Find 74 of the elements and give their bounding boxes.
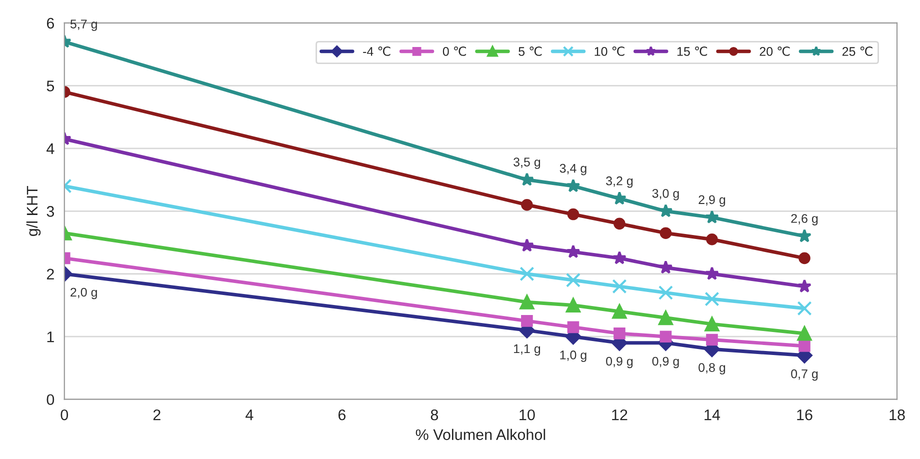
- point: [797, 301, 812, 316]
- x-tick-label: 14: [704, 410, 720, 420]
- x-tick-label: 4: [246, 410, 254, 420]
- point: [614, 218, 626, 230]
- point: [566, 298, 581, 313]
- y-tick-label: 0: [46, 394, 54, 406]
- point: [520, 294, 534, 310]
- point: [612, 304, 627, 319]
- point: [658, 285, 674, 300]
- point: [566, 272, 581, 288]
- x-tick-label: 0: [60, 409, 68, 420]
- data-label: 3,0 g: [652, 188, 679, 200]
- point: [612, 250, 626, 264]
- data-label: 2,9 g: [698, 195, 726, 207]
- y-tick-label: 5: [46, 80, 54, 92]
- data-label: 0,7 g: [791, 369, 818, 381]
- point: [798, 228, 812, 242]
- y-tick-label: 4: [46, 143, 54, 154]
- data-label: 0,9 g: [652, 356, 679, 368]
- point: [660, 227, 672, 239]
- x-tick-label: 8: [430, 409, 438, 420]
- data-label: 2,0 g: [70, 288, 97, 300]
- x-tick-label: 18: [890, 409, 905, 420]
- point: [798, 252, 810, 264]
- point: [567, 208, 580, 220]
- point: [660, 330, 672, 343]
- data-label: 3,2 g: [606, 176, 633, 188]
- x-tick-label: 6: [338, 409, 346, 420]
- legend-label: -4 ℃: [363, 46, 390, 56]
- point: [658, 260, 673, 274]
- legend-label: 10 ℃: [594, 46, 624, 56]
- point: [704, 210, 719, 224]
- point: [520, 266, 534, 282]
- legend-label: 15 ℃: [677, 46, 708, 56]
- point: [658, 310, 674, 326]
- point: [704, 292, 720, 306]
- y-axis-title: g/l KHT: [26, 186, 41, 236]
- data-label: 3,4 g: [560, 164, 586, 176]
- x-tick-label: 16: [797, 409, 812, 420]
- point: [798, 279, 812, 293]
- point: [612, 279, 627, 294]
- y-tick-label: 2: [46, 268, 54, 280]
- point: [566, 178, 580, 192]
- point: [704, 266, 719, 280]
- x-tick-label: 12: [612, 409, 628, 420]
- point: [706, 334, 718, 346]
- x-tick-label: 10: [520, 409, 535, 420]
- point: [704, 316, 720, 332]
- data-label: 2,6 g: [791, 214, 818, 226]
- legend-label: 25 ℃: [842, 46, 872, 56]
- point: [521, 315, 533, 327]
- point: [706, 233, 718, 246]
- legend-label: 5 ℃: [518, 46, 542, 56]
- point: [797, 326, 812, 341]
- point: [798, 340, 810, 352]
- point: [614, 328, 626, 340]
- data-label: 0,9 g: [606, 356, 633, 368]
- point: [566, 244, 580, 258]
- legend-label: 20 ℃: [760, 46, 790, 56]
- x-axis-title: % Volumen Alkohol: [416, 428, 546, 440]
- point: [520, 238, 534, 252]
- point: [567, 321, 580, 334]
- data-label: 1,1 g: [514, 344, 540, 356]
- data-label: 5,7 g: [70, 20, 97, 31]
- y-tick-label: 6: [46, 18, 54, 29]
- x-tick-label: 2: [153, 409, 160, 420]
- data-label: 0,8 g: [698, 363, 726, 374]
- y-tick-label: 3: [46, 206, 54, 217]
- y-tick-label: 1: [47, 332, 54, 342]
- point: [521, 198, 533, 211]
- data-label: 1,0 g: [560, 350, 586, 362]
- point: [658, 204, 673, 218]
- legend-label: 0 ℃: [442, 46, 466, 56]
- data-label: 3,5 g: [514, 158, 540, 169]
